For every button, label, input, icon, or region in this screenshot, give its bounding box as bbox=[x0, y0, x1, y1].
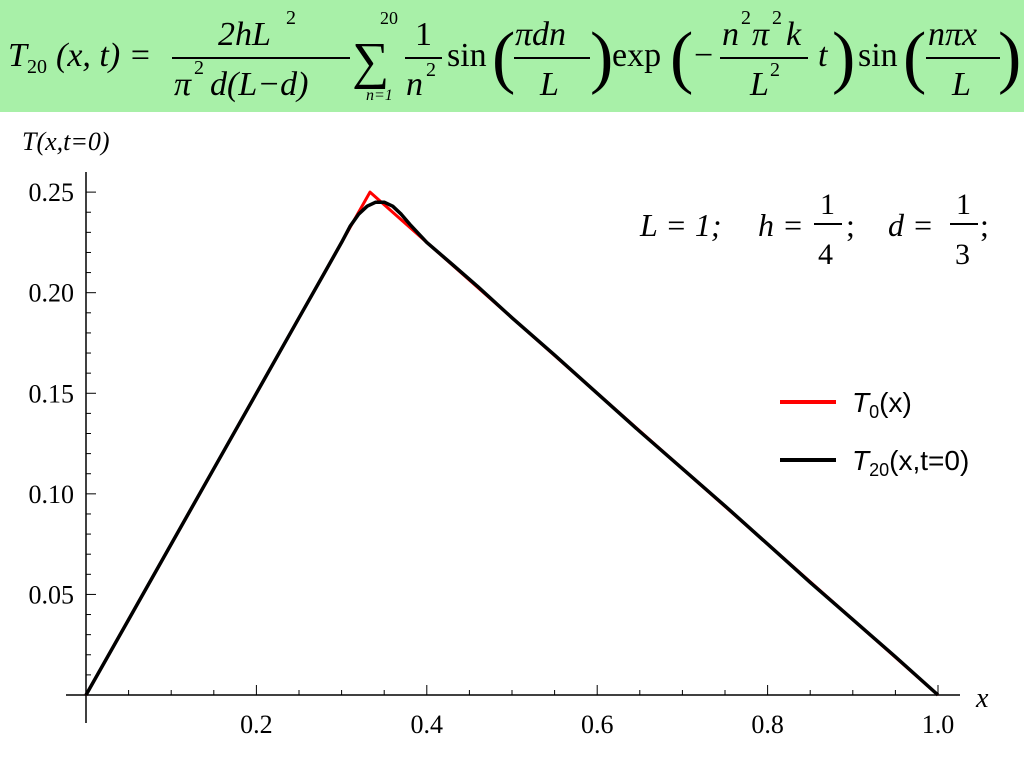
formula-lhs-sub: 20 bbox=[27, 56, 47, 78]
parameters-annotation: L = 1; h = 1 4 ; d = 1 3 ; bbox=[639, 188, 989, 271]
formula-frac1-den: n bbox=[406, 66, 423, 103]
formula-frac3-num-exp2: 2 bbox=[772, 7, 782, 29]
formula-paren3-close: ) bbox=[998, 19, 1021, 96]
formula-lhs-args: (x, t) = bbox=[56, 37, 152, 74]
formula-paren1-close: ) bbox=[590, 19, 613, 96]
formula-frac3-num-n: n bbox=[722, 16, 739, 53]
formula-frac3-den-exp: 2 bbox=[770, 59, 780, 81]
formula-frac4-den: L bbox=[951, 66, 971, 103]
series-line-t0 bbox=[84, 190, 939, 697]
formula-exp-t: t bbox=[818, 37, 829, 74]
formula-coef-den-rest: d(L−d) bbox=[210, 66, 309, 103]
legend-label-t0: T0(x) bbox=[852, 387, 912, 422]
x-tick-label: 0.6 bbox=[581, 710, 614, 739]
formula-frac3-num-k: k bbox=[786, 16, 802, 53]
x-tick-label: 0.2 bbox=[240, 710, 273, 739]
param-d-num: 1 bbox=[956, 188, 971, 221]
formula-paren2-close: ) bbox=[832, 19, 855, 96]
formula-frac3-den: L bbox=[749, 66, 769, 103]
formula-coef-den-exp: 2 bbox=[194, 57, 204, 79]
temperature-chart: T(x,t=0) x 0.2 0.4 0.6 0.8 1.00.050.100.150.… bbox=[22, 127, 989, 739]
formula-sum-symbol: ∑ bbox=[352, 33, 389, 90]
formula-lhs-T: T bbox=[8, 37, 29, 74]
param-h-num: 1 bbox=[820, 188, 835, 221]
formula-paren2-open: ( bbox=[670, 19, 693, 96]
y-tick-label: 0.20 bbox=[29, 279, 75, 308]
formula-exp: exp bbox=[612, 37, 661, 74]
series-line-t20 bbox=[84, 200, 940, 697]
formula-frac2-num: πdn bbox=[515, 16, 566, 53]
legend-t0-base: T bbox=[852, 387, 871, 418]
param-h-semicolon: ; bbox=[846, 207, 855, 243]
legend-t20-sub: 20 bbox=[869, 460, 889, 480]
ticks-layer: 0.2 0.4 0.6 0.8 1.0 0.05 0.10 0.15 0.20 0.25 bbox=[29, 178, 955, 739]
legend-t0-sub: 0 bbox=[869, 402, 879, 422]
param-d-semicolon: ; bbox=[980, 207, 989, 243]
y-tick-label: 0.25 bbox=[29, 178, 75, 207]
param-h: h = bbox=[758, 207, 804, 243]
formula-minus: − bbox=[694, 37, 713, 74]
formula-sum-upper: 20 bbox=[380, 8, 398, 28]
legend-label-t20: T20(x,t=0) bbox=[852, 445, 969, 480]
param-d-den: 3 bbox=[955, 238, 970, 271]
x-tick-label: 0.8 bbox=[751, 710, 784, 739]
formula-sin1: sin bbox=[447, 37, 487, 74]
formula-coef-num-exp: 2 bbox=[286, 7, 296, 29]
param-h-den: 4 bbox=[818, 238, 833, 271]
formula-svg: T 20 (x, t) = 2hL 2 π 2 d(L−d) 20 ∑ n=1 … bbox=[8, 7, 1021, 104]
x-tick-label: 1.0 bbox=[922, 710, 955, 739]
formula-frac1-den-exp: 2 bbox=[426, 59, 436, 81]
formula-banner: T 20 (x, t) = 2hL 2 π 2 d(L−d) 20 ∑ n=1 … bbox=[0, 0, 1024, 112]
formula-sum-lower: n=1 bbox=[366, 87, 393, 104]
x-axis-label: x bbox=[975, 683, 989, 714]
x-tick-label: 0.4 bbox=[411, 710, 444, 739]
y-axis-label: T(x,t=0) bbox=[22, 127, 110, 156]
param-L: L = 1; bbox=[639, 207, 721, 243]
legend: T0(x) T20(x,t=0) bbox=[780, 387, 969, 480]
series-layer bbox=[84, 190, 940, 697]
formula-frac1-num: 1 bbox=[415, 16, 432, 53]
formula-paren3-open: ( bbox=[903, 19, 926, 96]
formula-coef-num: 2hL bbox=[218, 16, 271, 53]
y-tick-label: 0.10 bbox=[29, 480, 75, 509]
legend-t0-args: (x) bbox=[879, 387, 912, 418]
legend-t20-args: (x,t=0) bbox=[889, 445, 969, 476]
formula-frac4-num: nπx bbox=[928, 16, 977, 53]
formula-sin2: sin bbox=[858, 37, 898, 74]
param-d: d = bbox=[888, 207, 934, 243]
y-tick-label: 0.05 bbox=[29, 580, 75, 609]
legend-t20-base: T bbox=[852, 445, 871, 476]
formula-frac3-num-pi: π bbox=[752, 16, 770, 53]
formula-paren1-open: ( bbox=[492, 19, 515, 96]
formula-frac3-num-exp1: 2 bbox=[741, 7, 751, 29]
formula-frac2-den: L bbox=[539, 66, 559, 103]
formula-coef-den-pi: π bbox=[174, 66, 192, 103]
y-tick-label: 0.15 bbox=[29, 379, 75, 408]
